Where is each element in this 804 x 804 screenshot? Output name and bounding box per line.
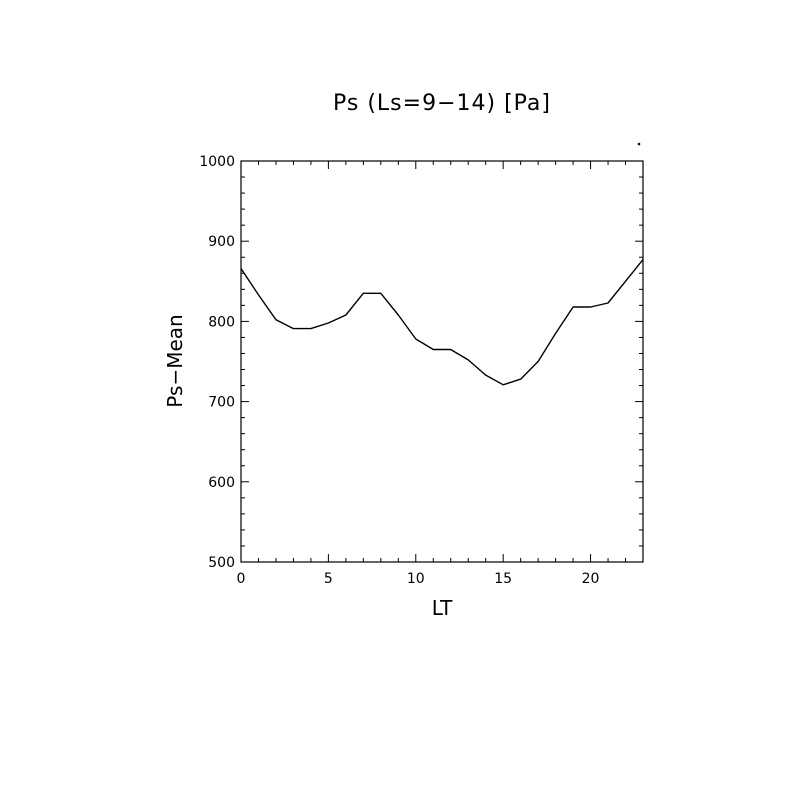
x-tick-label: 5 <box>324 571 333 587</box>
x-tick-label: 15 <box>494 571 512 587</box>
x-tick-label: 20 <box>582 571 600 587</box>
y-axis-title: Ps−Mean <box>163 314 187 407</box>
x-axis-title: LT <box>432 596 453 620</box>
x-tick-label: 10 <box>407 571 425 587</box>
y-tick-label: 500 <box>208 555 235 571</box>
chart-title: Ps (Ls=9−14) [Pa] <box>333 91 551 116</box>
y-tick-label: 900 <box>208 234 235 250</box>
y-tick-label: 700 <box>208 395 235 411</box>
plot-frame <box>240 160 644 563</box>
x-tick-label: 0 <box>237 571 246 587</box>
y-tick-label: 600 <box>208 475 235 491</box>
plot-area: 0 5 10 15 20 500 600 700 800 900 1000 <box>199 154 644 587</box>
series-line <box>240 259 644 386</box>
y-tick-label: 800 <box>208 314 235 330</box>
corner-dot <box>637 142 641 146</box>
y-tick-label: 1000 <box>199 154 235 170</box>
